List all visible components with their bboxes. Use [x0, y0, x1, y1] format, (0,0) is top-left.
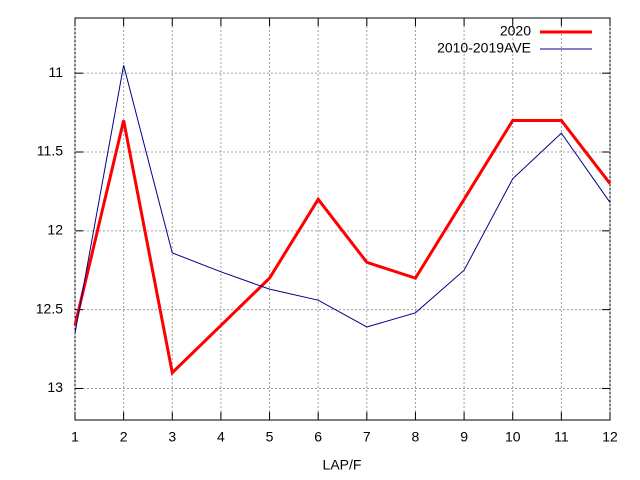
x-tick-label: 10 — [505, 429, 521, 445]
x-axis-label: LAP/F — [323, 457, 362, 473]
x-tick-label: 6 — [314, 429, 322, 445]
y-tick-label: 11.5 — [37, 143, 63, 159]
x-tick-label: 3 — [168, 429, 176, 445]
x-tick-label: 4 — [217, 429, 225, 445]
legend-label: 2010-2019AVE — [437, 40, 531, 56]
series-line — [73, 118, 612, 376]
series-line — [74, 65, 611, 334]
x-tick-label: 12 — [602, 429, 618, 445]
plot-frame — [74, 17, 611, 421]
x-tick-label: 2 — [120, 429, 128, 445]
y-tick-label: 13 — [47, 379, 63, 395]
y-tick-label: 12.5 — [36, 300, 63, 316]
x-tick-label: 8 — [412, 429, 420, 445]
legend-label: 2020 — [500, 23, 531, 39]
x-tick-label: 9 — [460, 429, 468, 445]
y-tick-label: 11 — [48, 64, 63, 80]
x-tick-label: 11 — [554, 429, 569, 445]
y-tick-label: 12 — [47, 222, 63, 238]
x-tick-label: 5 — [266, 429, 274, 445]
x-tick-label: 7 — [363, 429, 371, 445]
x-tick-label: 1 — [71, 429, 79, 445]
